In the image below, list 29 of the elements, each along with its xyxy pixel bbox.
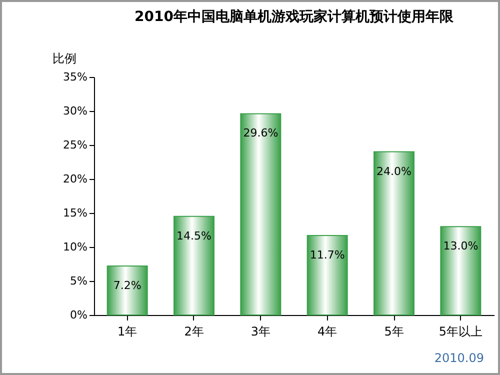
data-label: 29.6% [243, 126, 278, 140]
x-tick-label: 5年以上 [438, 324, 482, 338]
y-tick-label: 5% [70, 274, 88, 288]
bar [374, 151, 414, 316]
chart-title: 2010年中国电脑单机游戏玩家计算机预计使用年限 [134, 8, 454, 25]
data-label: 14.5% [176, 229, 212, 242]
y-tick-label: 10% [63, 240, 88, 254]
x-tick-label: 2年 [184, 324, 204, 338]
text: 2010.09 [434, 351, 484, 365]
y-tick-label: 35% [63, 70, 88, 84]
x-tick-label: 3年 [250, 324, 270, 338]
x-tick-label: 4年 [318, 324, 338, 338]
y-tick-label: 15% [63, 206, 88, 220]
y-tick-label: 25% [63, 138, 88, 152]
bar [240, 113, 282, 316]
bar [174, 216, 214, 316]
bar [440, 226, 482, 316]
data-label: 13.0% [443, 240, 478, 253]
data-label: 11.7% [310, 248, 345, 262]
y-tick-label: 0% [70, 308, 88, 322]
x-tick-label: 5年 [384, 324, 404, 338]
bar [306, 234, 348, 316]
bar [106, 266, 148, 316]
data-label: 7.2% [113, 279, 142, 292]
y-tick-label: 30% [63, 104, 88, 118]
data-label: 24.0% [376, 164, 412, 178]
x-tick-label: 1年 [118, 324, 138, 338]
y-axis-title: 比例 [52, 52, 76, 66]
y-tick-label: 20% [63, 172, 88, 186]
